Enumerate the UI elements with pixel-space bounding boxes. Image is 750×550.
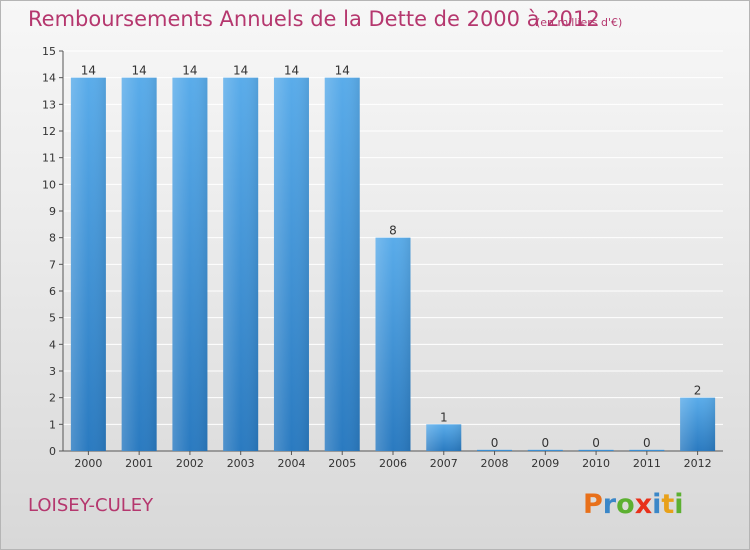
data-label: 14	[182, 64, 197, 78]
data-label: 1	[440, 410, 448, 424]
y-tick-label: 7	[49, 258, 56, 271]
bar-shade	[324, 77, 360, 452]
y-tick-label: 14	[42, 72, 56, 85]
y-tick-label: 9	[49, 205, 56, 218]
x-tick-label: 2007	[430, 457, 458, 470]
x-tick-label: 2004	[277, 457, 305, 470]
y-tick-label: 4	[49, 338, 56, 351]
y-tick-label: 11	[42, 152, 56, 165]
proxiti-logo: Proxiti	[583, 489, 684, 520]
bar	[578, 449, 614, 451]
x-tick-label: 2003	[227, 457, 255, 470]
data-label: 14	[284, 64, 299, 78]
bar-shade	[121, 77, 157, 452]
data-label: 14	[132, 64, 147, 78]
x-tick-label: 2002	[176, 457, 204, 470]
x-tick-label: 2006	[379, 457, 407, 470]
x-tick-label: 2011	[633, 457, 661, 470]
label-layer: 0123456789101112131415200014200114200214…	[42, 45, 712, 470]
y-tick-label: 2	[49, 392, 56, 405]
data-label: 8	[389, 224, 397, 238]
y-tick-label: 5	[49, 312, 56, 325]
data-label: 14	[233, 64, 248, 78]
x-tick-label: 2008	[481, 457, 509, 470]
data-label: 2	[694, 384, 702, 398]
y-tick-label: 0	[49, 445, 56, 458]
data-label: 14	[335, 64, 350, 78]
data-label: 0	[592, 436, 600, 450]
y-tick-label: 8	[49, 232, 56, 245]
bar-layer	[70, 77, 716, 452]
commune-name: LOISEY-CULEY	[28, 495, 154, 516]
y-tick-label: 3	[49, 365, 56, 378]
bar-shade	[273, 77, 309, 452]
y-tick-label: 10	[42, 178, 56, 191]
x-tick-label: 2010	[582, 457, 610, 470]
bar-shade	[172, 77, 208, 452]
x-tick-label: 2005	[328, 457, 356, 470]
x-tick-label: 2009	[531, 457, 559, 470]
data-label: 14	[81, 64, 96, 78]
bar-shade	[223, 77, 259, 452]
chart-subtitle: (en milliers d'€)	[536, 16, 623, 29]
bar	[527, 449, 563, 451]
data-label: 0	[643, 436, 651, 450]
x-tick-label: 2012	[684, 457, 712, 470]
data-label: 0	[491, 436, 499, 450]
y-tick-label: 1	[49, 418, 56, 431]
x-tick-label: 2001	[125, 457, 153, 470]
y-tick-label: 6	[49, 285, 56, 298]
y-tick-label: 13	[42, 98, 56, 111]
bar-shade	[680, 397, 716, 451]
y-tick-label: 12	[42, 125, 56, 138]
x-tick-label: 2000	[74, 457, 102, 470]
y-tick-label: 15	[42, 45, 56, 58]
bar-shade	[426, 424, 462, 451]
bar-shade	[375, 237, 411, 451]
data-label: 0	[541, 436, 549, 450]
bar-shade	[70, 77, 106, 452]
chart-title: Remboursements Annuels de la Dette de 20…	[28, 7, 600, 31]
bar	[629, 449, 665, 451]
bar	[477, 449, 513, 451]
